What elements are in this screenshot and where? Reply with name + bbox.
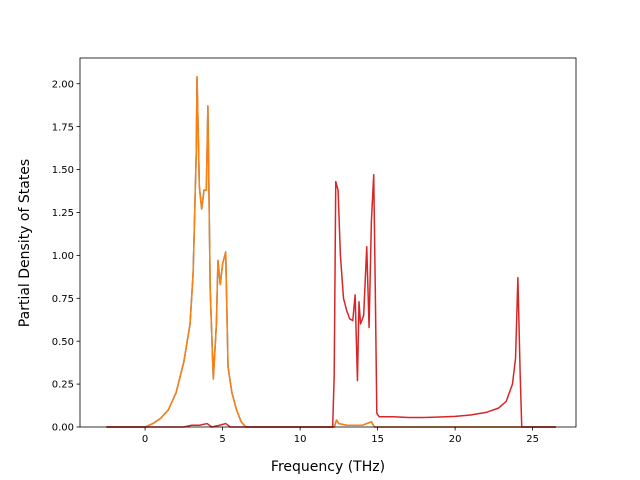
y-tick-label: 1.00 [52,251,74,262]
x-tick-label: 25 [526,434,539,445]
y-tick-label: 1.75 [52,122,74,133]
axis-layer: 0 5 10 15 20 25 0.00 0.25 0.50 0.75 1.00 1.25 1.50 1.… [52,57,577,445]
series-layer [106,76,556,428]
series-line-2 [106,76,556,428]
y-tick-label: 1.50 [52,165,74,176]
x-tick-label: 20 [449,434,462,445]
y-tick-label: 0.25 [52,380,74,391]
x-axis-label: Frequency (THz) [271,459,385,475]
series-line-3 [106,173,556,428]
x-tick-label: 5 [219,434,225,445]
y-tick-label: 2.00 [52,79,74,90]
y-tick-label: 0.00 [52,423,74,434]
x-tick-label: 15 [371,434,384,445]
y-axis-label: Partial Density of States [17,159,33,327]
x-tick-label: 0 [142,434,148,445]
plot-frame [79,57,577,428]
x-tick-label: 10 [294,434,307,445]
y-tick-label: 0.50 [52,337,74,348]
y-tick-label: 1.25 [52,208,74,219]
y-tick-label: 0.75 [52,294,74,305]
